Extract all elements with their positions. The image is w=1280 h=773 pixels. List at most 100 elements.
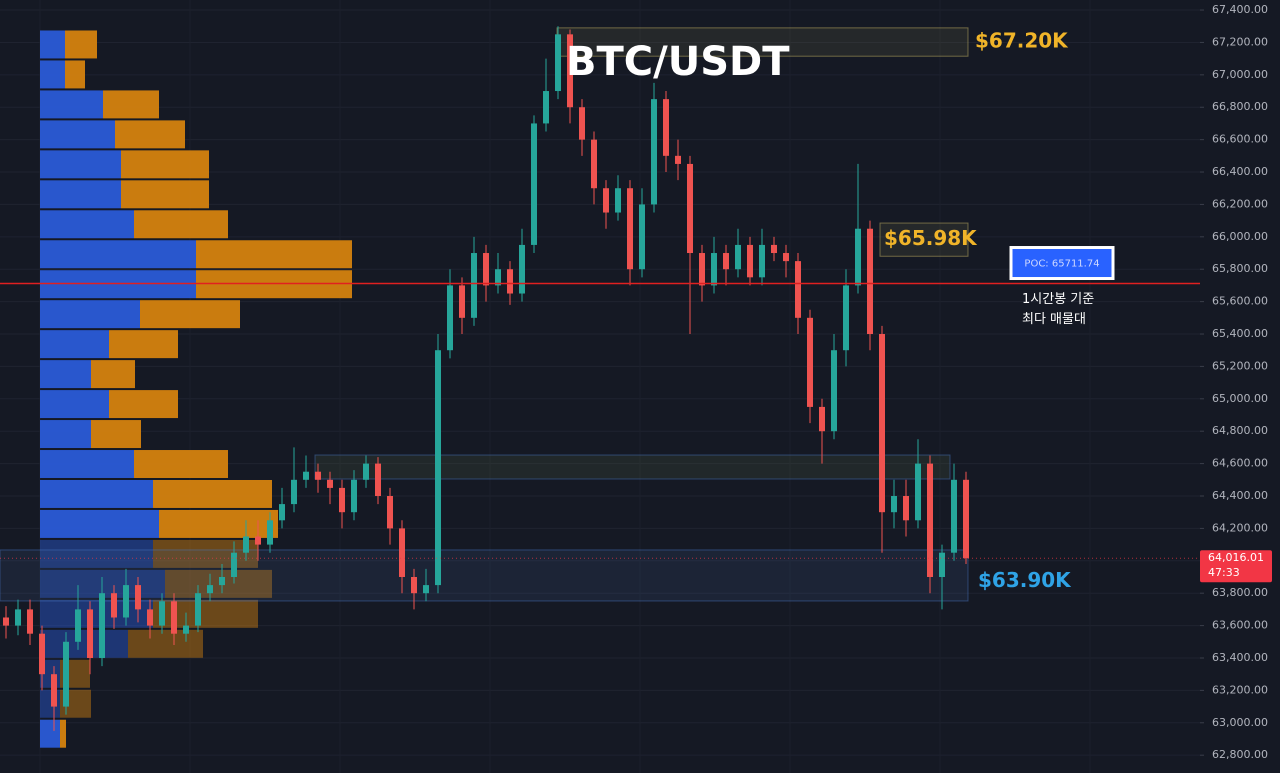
candle-body [555, 34, 561, 92]
profile-buy [40, 120, 115, 149]
y-tick-label: 65,400.00 [1212, 327, 1268, 340]
candle-body [735, 244, 741, 270]
profile-sell [109, 390, 178, 419]
y-tick-label: 62,800.00 [1212, 748, 1268, 761]
profile-sell [115, 120, 185, 149]
candle-body [171, 601, 177, 634]
profile-buy [40, 180, 121, 209]
candle-body [663, 99, 669, 156]
candle-body [27, 609, 33, 634]
y-tick-label: 65,600.00 [1212, 295, 1268, 308]
y-axis: 67,400.00 67,200.00 67,000.00 66,800.00 66,6… [1200, 3, 1272, 761]
candle-body [39, 633, 45, 675]
y-tick-label: 63,800.00 [1212, 586, 1268, 599]
candle-body [195, 593, 201, 626]
profile-sell [128, 629, 203, 658]
profile-buy [40, 150, 121, 179]
candle-body [135, 585, 141, 610]
profile-sell [134, 210, 228, 239]
candle-body [243, 536, 249, 553]
candle-body [891, 496, 897, 513]
candle-body [147, 609, 153, 626]
profile-buy [40, 599, 153, 628]
candle-body [903, 496, 909, 521]
profile-buy [40, 719, 60, 748]
candle-body [231, 552, 237, 577]
y-tick-label: 65,800.00 [1212, 262, 1268, 275]
candle-body [411, 576, 417, 594]
profile-buy [40, 90, 103, 119]
candle-body [867, 228, 873, 335]
profile-buy [40, 539, 153, 568]
candle-body [795, 261, 801, 318]
candle-body [423, 585, 429, 594]
profile-sell [196, 240, 352, 269]
profile-buy [40, 479, 153, 508]
candle-body [87, 609, 93, 658]
profile-sell [91, 420, 141, 449]
candle-body [591, 139, 597, 189]
candle-body [675, 155, 681, 164]
overlay: $67.20K $65.98K $63.90K POC: 65711.74 1시간봉 기… [0, 29, 1200, 592]
poc-note: 최다 매물대 [1022, 312, 1086, 327]
profile-buy [40, 240, 196, 269]
candles [3, 26, 969, 731]
profile-sell [60, 719, 66, 748]
zone-label: $67.20K [975, 29, 1069, 53]
candle-body [459, 285, 465, 318]
candle-body [123, 585, 129, 618]
poc-note: 1시간봉 기준 [1022, 292, 1094, 307]
candle-body [771, 244, 777, 254]
profile-buy [40, 360, 91, 389]
profile-buy [40, 30, 65, 59]
zone-label: $63.90K [978, 568, 1072, 592]
profile-buy [40, 210, 134, 239]
candle-body [951, 479, 957, 553]
candle-body [819, 406, 825, 432]
y-tick-label: 63,000.00 [1212, 716, 1268, 729]
candle-body [639, 204, 645, 270]
candle-body [687, 163, 693, 254]
y-tick-label: 64,400.00 [1212, 489, 1268, 502]
candle-body [207, 585, 213, 594]
candle-body [75, 609, 81, 642]
candle-body [579, 107, 585, 140]
poc-label: POC: 65711.74 [1024, 259, 1099, 270]
y-tick-label: 67,200.00 [1212, 35, 1268, 48]
candle-body [699, 253, 705, 286]
price-zone [0, 549, 969, 602]
profile-sell [140, 300, 240, 329]
chart-title: BTC/USDT [566, 39, 790, 85]
candle-body [615, 188, 621, 213]
y-tick-label: 64,200.00 [1212, 521, 1268, 534]
candle-body [435, 350, 441, 586]
candle-body [387, 496, 393, 529]
price-zone [879, 222, 969, 257]
profile-sell [153, 479, 272, 508]
candle-body [363, 463, 369, 480]
candle-body [759, 244, 765, 278]
candle-body [15, 609, 21, 626]
profile-sell [159, 509, 278, 538]
candle-body [279, 504, 285, 521]
y-tick-label: 65,200.00 [1212, 359, 1268, 372]
candle-body [915, 463, 921, 521]
candle-body [531, 123, 537, 245]
y-tick-label: 66,800.00 [1212, 100, 1268, 113]
candle-body [939, 552, 945, 577]
profile-sell [153, 599, 258, 628]
profile-sell [91, 360, 135, 389]
candle-body [303, 471, 309, 480]
profile-sell [134, 450, 228, 478]
candle-body [3, 617, 9, 626]
y-tick-label: 65,000.00 [1212, 392, 1268, 405]
y-tick-label: 66,000.00 [1212, 230, 1268, 243]
candle-body [339, 487, 345, 513]
y-tick-label: 66,400.00 [1212, 165, 1268, 178]
candle-body [711, 253, 717, 286]
price-tag-label: 64,016.01 [1208, 551, 1264, 564]
price-tag-countdown: 47:33 [1208, 566, 1240, 579]
candle-body [327, 479, 333, 488]
y-tick-label: 66,600.00 [1212, 133, 1268, 146]
candle-body [963, 479, 969, 559]
